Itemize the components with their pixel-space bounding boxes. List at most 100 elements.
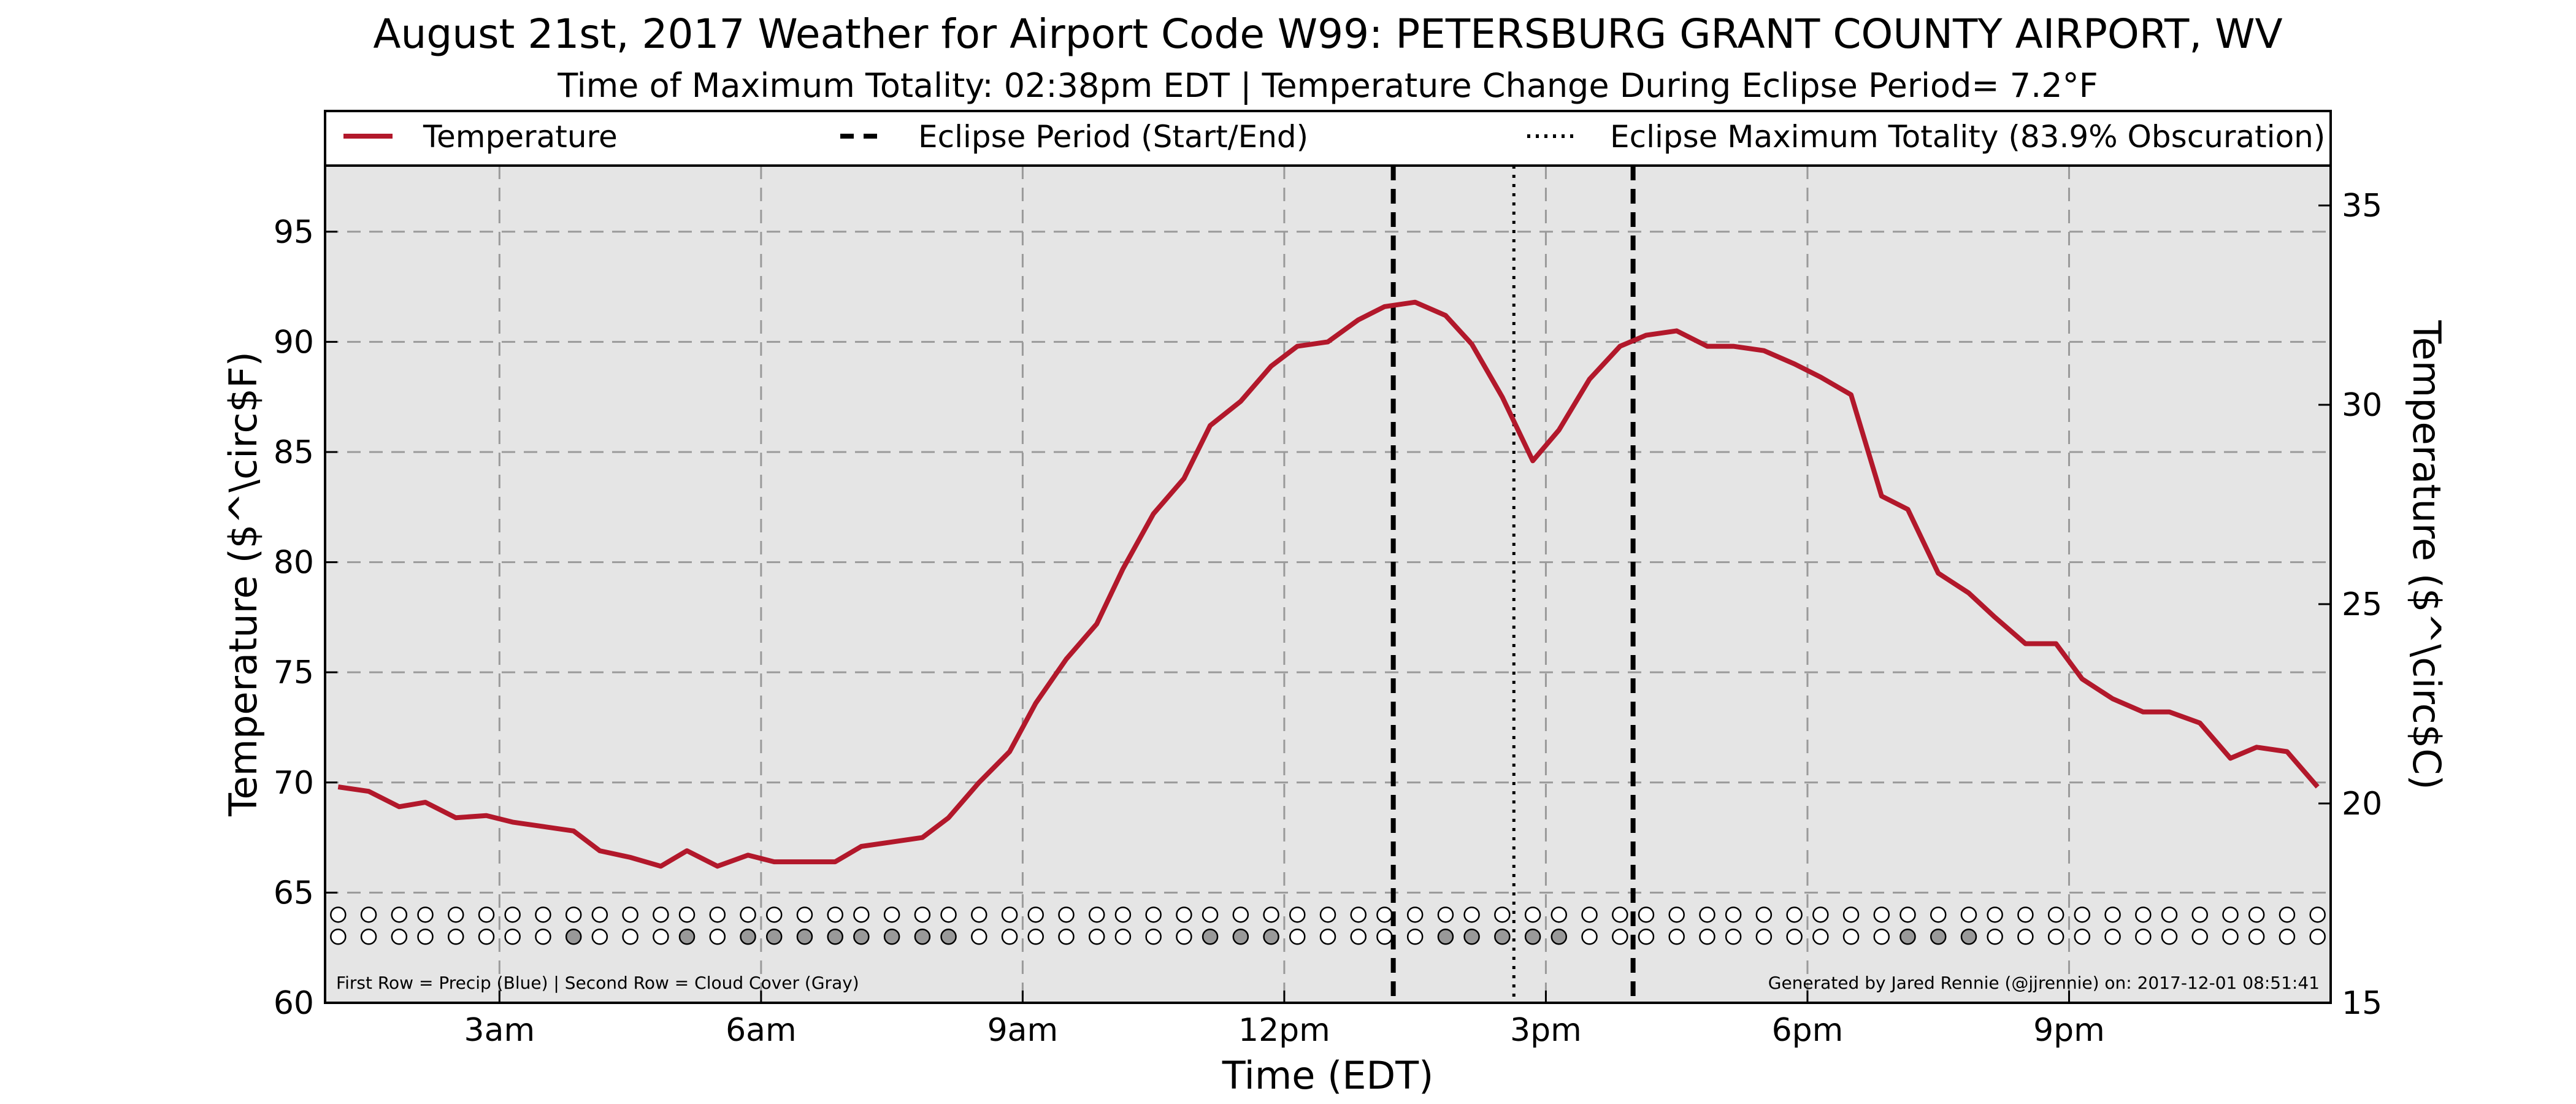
chart-title: August 21st, 2017 Weather for Airport Co…: [373, 10, 2282, 58]
x-tick-label: 3am: [464, 1012, 535, 1049]
cloud-marker: [1001, 928, 1018, 945]
y-tick-label-left: 95: [274, 214, 314, 251]
y-tick-label-right: 20: [2342, 786, 2382, 822]
cloud-marker: [1638, 928, 1655, 945]
precip-marker: [1058, 907, 1075, 923]
precip-marker: [796, 907, 813, 923]
cloud-marker: [2161, 928, 2178, 945]
cloud-marker: [2279, 928, 2296, 945]
x-tick-label: 9pm: [2033, 1012, 2105, 1049]
precip-marker: [765, 907, 783, 923]
precip-marker: [914, 907, 931, 923]
cloud-marker: [1232, 928, 1249, 945]
cloud-marker: [1524, 928, 1541, 945]
y-tick-label-left: 85: [274, 434, 314, 471]
cloud-marker: [1494, 928, 1511, 945]
cloud-marker: [2309, 928, 2326, 945]
precip-marker: [504, 907, 521, 923]
cloud-marker: [1960, 928, 1977, 945]
cloud-marker: [709, 928, 726, 945]
cloud-marker: [827, 928, 843, 945]
precip-marker: [1842, 907, 1860, 923]
cloud-marker: [883, 928, 900, 945]
y-axis-left: 60 65 70 75 80 85 90 95: [274, 214, 337, 1022]
precip-marker: [622, 907, 638, 923]
precip-marker: [678, 907, 696, 923]
precip-marker: [827, 907, 843, 923]
precip-marker: [653, 907, 669, 923]
precip-marker: [2017, 907, 2034, 923]
precip-marker: [2248, 907, 2265, 923]
cloud-marker: [1263, 928, 1279, 945]
cloud-marker: [1786, 928, 1803, 945]
precip-marker: [1263, 907, 1279, 923]
precip-marker: [1145, 907, 1162, 923]
y-tick-label-right: 30: [2342, 387, 2382, 424]
cloud-marker: [1289, 928, 1306, 945]
precip-marker: [1812, 907, 1829, 923]
x-tick-label: 12pm: [1238, 1012, 1330, 1049]
y-tick-label-right: 25: [2342, 586, 2382, 623]
legend-eclipse-period-label: Eclipse Period (Start/End): [918, 119, 1308, 155]
temperature-line: [337, 299, 2320, 869]
precip-marker: [971, 907, 987, 923]
precip-marker: [448, 907, 464, 923]
precip-marker: [1176, 907, 1192, 923]
cloud-marker: [535, 928, 551, 945]
precip-marker: [1088, 907, 1105, 923]
precip-marker: [330, 907, 347, 923]
precip-marker: [1001, 907, 1018, 923]
precip-marker: [360, 907, 377, 923]
cloud-marker: [1350, 928, 1367, 945]
cloud-marker: [1319, 928, 1336, 945]
cloud-marker: [417, 928, 434, 945]
cloud-marker: [478, 928, 495, 945]
precip-marker: [1668, 907, 1685, 923]
eclipse-lines: [1390, 166, 1636, 1003]
cloud-marker: [360, 928, 377, 945]
precip-marker: [1463, 907, 1480, 923]
precip-marker: [1494, 907, 1511, 923]
y-axis-label-left: Temperature ($^\circ$F): [221, 351, 266, 817]
cloud-marker: [940, 928, 957, 945]
cloud-marker: [1699, 928, 1715, 945]
grid-lines: [325, 166, 2331, 1003]
precip-marker: [1027, 907, 1044, 923]
precip-marker: [1930, 907, 1947, 923]
y-tick-label-left: 60: [274, 985, 314, 1022]
precip-marker: [1551, 907, 1568, 923]
x-axis-label: Time (EDT): [1222, 1053, 1434, 1098]
precip-marker: [478, 907, 495, 923]
precip-marker: [2135, 907, 2152, 923]
precip-marker: [1202, 907, 1219, 923]
precip-marker: [2047, 907, 2064, 923]
cloud-marker: [2191, 928, 2208, 945]
precip-marker: [1873, 907, 1890, 923]
cloud-marker: [1027, 928, 1044, 945]
x-tick-label: 3pm: [1510, 1012, 1582, 1049]
cloud-marker: [1406, 928, 1424, 945]
cloud-marker: [2074, 928, 2091, 945]
cloud-marker: [1899, 928, 1916, 945]
precip-marker: [1699, 907, 1715, 923]
precip-marker: [1319, 907, 1336, 923]
cloud-marker: [565, 928, 582, 945]
plot-area: [325, 166, 2331, 1003]
precip-marker: [2104, 907, 2121, 923]
cloud-marker: [1725, 928, 1742, 945]
legend: Temperature Eclipse Period (Start/End) E…: [324, 110, 2332, 167]
precip-marker: [565, 907, 582, 923]
cloud-marker: [1551, 928, 1568, 945]
precip-marker: [417, 907, 434, 923]
footer-left-note: First Row = Precip (Blue) | Second Row =…: [336, 973, 859, 993]
precip-marker: [709, 907, 726, 923]
cloud-marker: [1376, 928, 1393, 945]
cloud-marker: [448, 928, 464, 945]
cloud-marker: [1202, 928, 1219, 945]
precip-marker: [1786, 907, 1803, 923]
legend-box: [324, 110, 2332, 167]
precip-marker: [1987, 907, 2003, 923]
precip-marker: [1437, 907, 1454, 923]
cloud-marker: [1437, 928, 1454, 945]
